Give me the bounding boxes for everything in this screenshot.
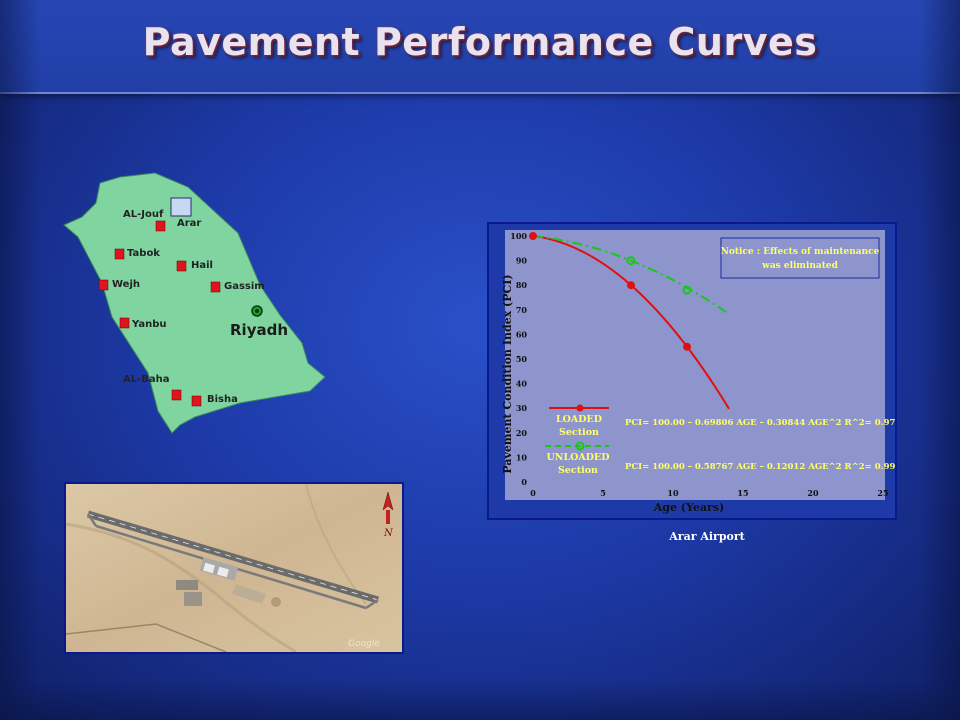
satellite-drawing: N Google bbox=[66, 484, 402, 652]
bottom-shade bbox=[0, 680, 960, 720]
saudi-map: AL-Jouf Arar Tabok Hail Wejh Gassim Yanb… bbox=[63, 172, 326, 434]
series-line-unloaded bbox=[532, 235, 730, 316]
legend-loaded-label-1: LOADED bbox=[556, 414, 602, 425]
y-tick-labels: 0 10 20 30 40 50 60 70 80 90 100 bbox=[510, 231, 527, 487]
marker-hail[interactable] bbox=[176, 260, 187, 272]
y-tick-label: 90 bbox=[516, 256, 528, 266]
marker-riyadh-dot bbox=[255, 309, 259, 313]
notice-box bbox=[720, 237, 880, 279]
y-tick-label: 50 bbox=[516, 354, 528, 364]
legend-loaded: LOADED Section bbox=[549, 404, 609, 438]
legend-unloaded-label-2: Section bbox=[558, 465, 598, 476]
runway bbox=[87, 510, 379, 604]
title-band bbox=[0, 0, 960, 94]
data-point bbox=[627, 281, 635, 290]
chart-caption: Arar Airport bbox=[669, 530, 745, 543]
y-tick-label: 80 bbox=[516, 280, 528, 290]
marker-aljouf[interactable] bbox=[155, 220, 166, 232]
right-shade bbox=[920, 0, 960, 720]
city-label-hail: Hail bbox=[191, 260, 213, 271]
y-tick-label: 40 bbox=[516, 379, 528, 389]
x-tick-labels: 0 5 10 15 20 25 bbox=[530, 488, 888, 498]
notice-line-1: Notice : Effects of maintenance bbox=[721, 247, 880, 257]
north-arrow-icon bbox=[382, 491, 394, 524]
city-label-arar: Arar bbox=[177, 218, 201, 229]
city-label-aljouf: AL-Jouf bbox=[123, 209, 164, 220]
city-label-gassim: Gassim bbox=[224, 281, 265, 292]
x-tick-label: 10 bbox=[667, 488, 679, 498]
city-label-wejh: Wejh bbox=[112, 279, 140, 290]
marker-yanbu[interactable] bbox=[119, 317, 130, 329]
x-tick-label: 15 bbox=[737, 488, 748, 498]
y-axis-label: Pavement Condition Index (PCI) bbox=[501, 274, 514, 473]
city-label-riyadh: Riyadh bbox=[230, 321, 288, 339]
legend-unloaded: UNLOADED Section bbox=[545, 441, 610, 476]
city-label-tabok: Tabok bbox=[127, 248, 160, 259]
y-tick-label: 70 bbox=[516, 305, 528, 315]
data-point bbox=[682, 285, 692, 295]
series-points bbox=[529, 232, 692, 351]
marker-bisha[interactable] bbox=[191, 395, 202, 407]
equation-loaded: PCI= 100.00 – 0.69806 AGE – 0.30844 AGE^… bbox=[625, 418, 895, 428]
x-axis-label: Age (Years) bbox=[653, 501, 724, 514]
y-tick-label: 100 bbox=[510, 231, 527, 241]
x-tick-label: 20 bbox=[807, 488, 819, 498]
marker-arar[interactable] bbox=[170, 197, 192, 217]
y-tick-label: 20 bbox=[516, 428, 528, 438]
x-tick-label: 25 bbox=[877, 488, 888, 498]
data-point bbox=[683, 342, 691, 351]
x-tick-label: 5 bbox=[600, 488, 606, 498]
google-watermark: Google bbox=[348, 639, 380, 649]
city-label-bisha: Bisha bbox=[207, 394, 238, 405]
data-point bbox=[529, 232, 537, 240]
left-shade bbox=[0, 0, 40, 720]
map-land bbox=[63, 172, 326, 434]
y-tick-label: 10 bbox=[516, 452, 528, 462]
legend-loaded-marker bbox=[576, 404, 584, 412]
y-tick-label: 60 bbox=[516, 329, 528, 339]
marker-gassim[interactable] bbox=[210, 281, 221, 293]
marker-albaha[interactable] bbox=[171, 389, 182, 401]
marker-wejh[interactable] bbox=[98, 279, 109, 291]
north-label: N bbox=[383, 528, 394, 539]
slide-title: Pavement Performance Curves bbox=[142, 20, 818, 64]
legend-unloaded-marker bbox=[575, 441, 585, 451]
pci-chart: 0 10 20 30 40 50 60 70 80 90 100 0 5 10 15 20 25 Paveme… bbox=[501, 230, 913, 514]
city-label-yanbu: Yanbu bbox=[131, 319, 166, 330]
airport-satellite-image: N Google bbox=[64, 482, 404, 654]
y-tick-label: 30 bbox=[516, 403, 528, 413]
y-tick-label: 0 bbox=[521, 477, 527, 487]
data-point bbox=[626, 256, 636, 266]
city-label-albaha: AL-Baha bbox=[123, 374, 170, 385]
equation-unloaded: PCI= 100.00 – 0.58767 AGE – 0.12012 AGE^… bbox=[625, 462, 895, 472]
legend-loaded-label-2: Section bbox=[559, 427, 599, 438]
x-tick-label: 0 bbox=[530, 488, 536, 498]
marker-tabok[interactable] bbox=[114, 248, 125, 260]
pci-chart-panel: 0 10 20 30 40 50 60 70 80 90 100 0 5 10 15 20 25 Paveme… bbox=[487, 222, 913, 520]
legend-unloaded-label-1: UNLOADED bbox=[546, 452, 609, 463]
notice-line-2: was eliminated bbox=[761, 261, 839, 271]
